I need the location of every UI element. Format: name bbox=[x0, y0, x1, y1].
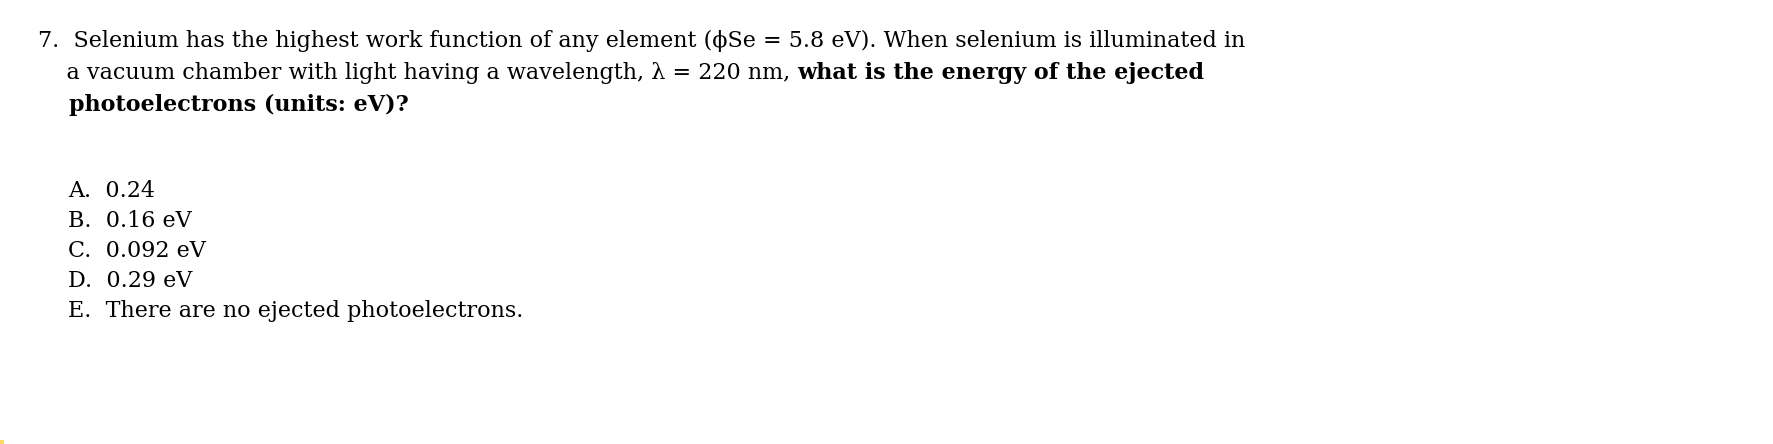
Text: E.  There are no ejected photoelectrons.: E. There are no ejected photoelectrons. bbox=[67, 300, 523, 322]
Text: A.  0.24: A. 0.24 bbox=[67, 180, 154, 202]
Text: a vacuum chamber with light having a wavelength, λ = 220 nm,: a vacuum chamber with light having a wav… bbox=[37, 62, 796, 84]
Text: D.  0.29 eV: D. 0.29 eV bbox=[67, 270, 191, 292]
Text: 7.  Selenium has the highest work function of any element (ϕSe = 5.8 eV). When s: 7. Selenium has the highest work functio… bbox=[37, 30, 1245, 52]
Text: C.  0.092 eV: C. 0.092 eV bbox=[67, 240, 206, 262]
Text: what is the energy of the ejected: what is the energy of the ejected bbox=[796, 62, 1204, 84]
Text: photoelectrons (units: eV)?: photoelectrons (units: eV)? bbox=[37, 94, 408, 116]
Text: B.  0.16 eV: B. 0.16 eV bbox=[67, 210, 191, 232]
Bar bbox=[0, 440, 4, 444]
